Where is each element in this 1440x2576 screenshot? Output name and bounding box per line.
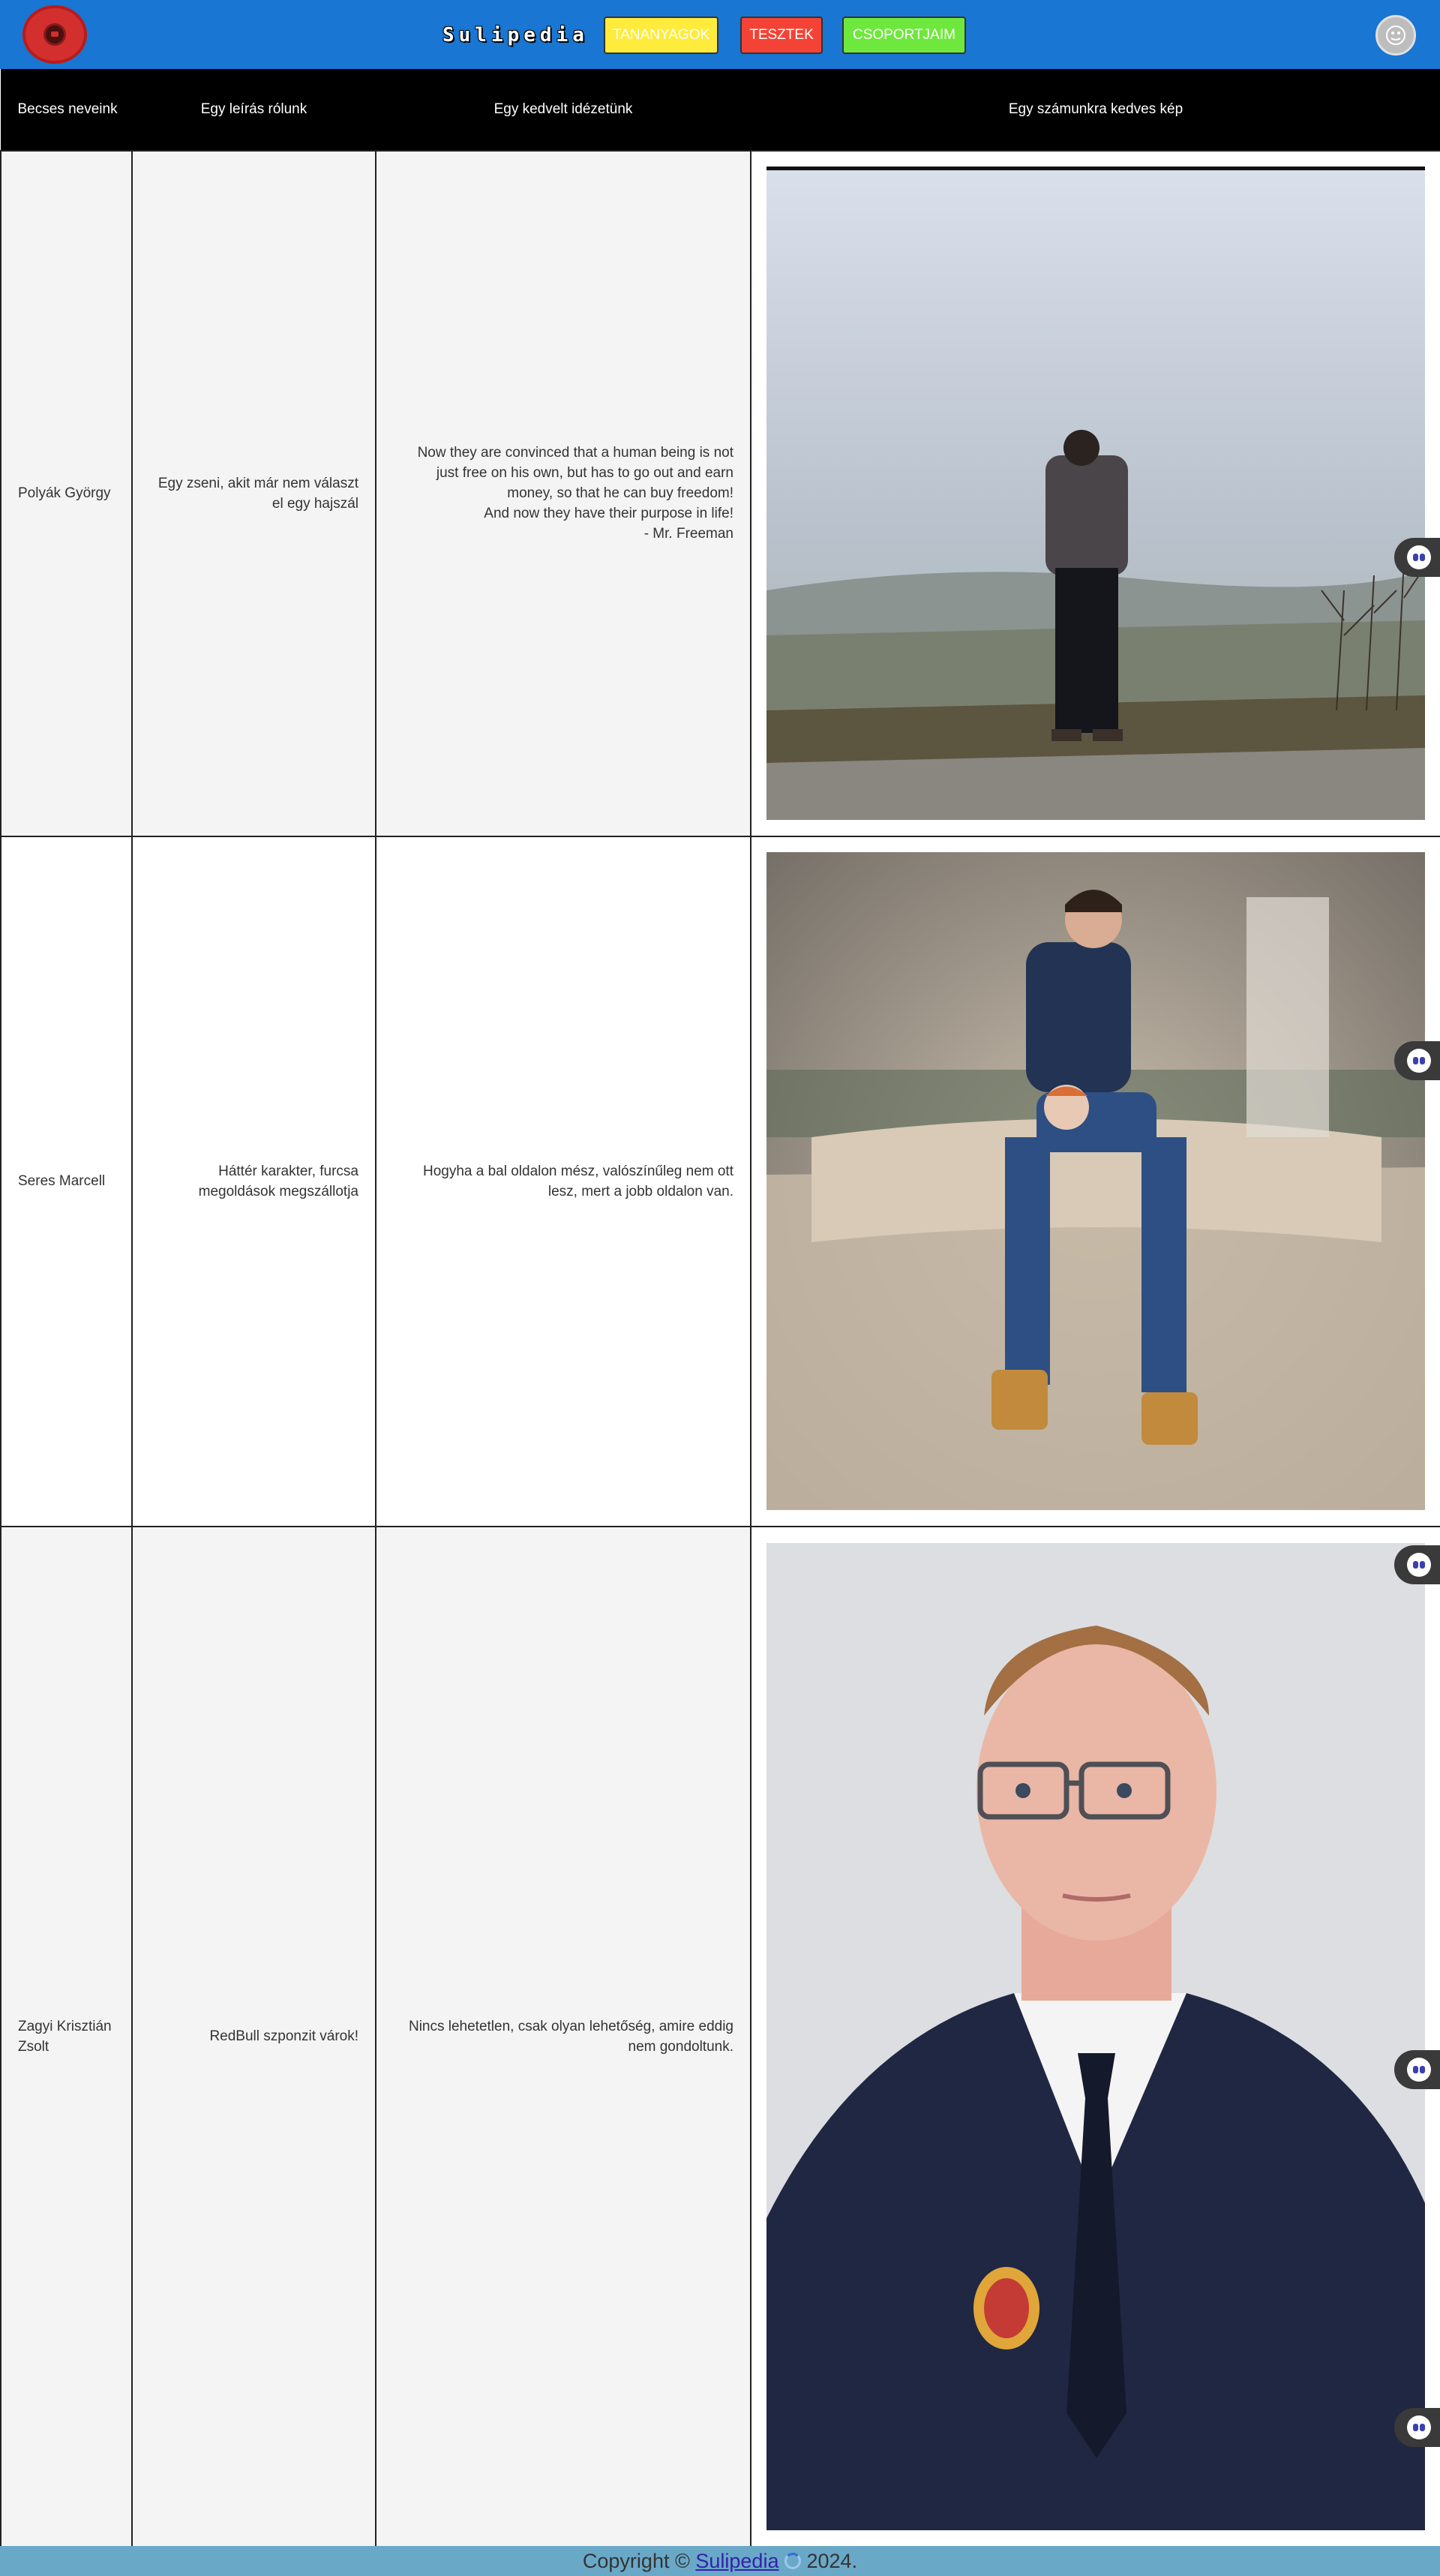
column-header-image: Egy számunkra kedves kép — [750, 69, 1440, 151]
copyright-year: 2024. — [806, 2550, 858, 2572]
column-header-name: Becses neveink — [0, 69, 133, 151]
assistant-bot-icon[interactable] — [1394, 538, 1440, 577]
footer: Copyright © Sulipedia 2024. — [0, 2546, 1440, 2576]
member-name: Polyák György — [0, 149, 133, 837]
member-description: RedBull szponzit várok! — [131, 1525, 376, 2547]
assistant-bot-icon[interactable] — [1394, 2050, 1440, 2089]
table-row: Seres Marcell Háttér karakter, furcsa me… — [0, 835, 1440, 1527]
footer-link-sulipedia[interactable]: Sulipedia — [695, 2550, 779, 2572]
member-description: Egy zseni, akit már nem választ el egy h… — [131, 149, 376, 837]
member-description: Háttér karakter, furcsa megoldások megsz… — [131, 835, 376, 1527]
user-avatar-icon[interactable] — [1376, 15, 1416, 56]
member-quote: Now they are convinced that a human bein… — [375, 149, 752, 837]
top-navbar: Sulipedia TANANYAGOK TESZTEK CSOPORTJAIM — [0, 0, 1440, 69]
member-quote: Nincs lehetetlen, csak olyan lehetőség, … — [375, 1525, 752, 2547]
column-header-description: Egy leírás rólunk — [131, 69, 376, 151]
table-row: Polyák György Egy zseni, akit már nem vá… — [0, 149, 1440, 837]
table-header-row: Becses neveink Egy leírás rólunk Egy ked… — [0, 69, 1440, 151]
spinner-icon — [784, 2553, 801, 2569]
member-quote: Hogyha a bal oldalon mész, valószínűleg … — [375, 835, 752, 1527]
member-photo — [766, 1542, 1425, 2530]
member-name: Zagyi Krisztián Zsolt — [0, 1525, 133, 2547]
assistant-bot-icon[interactable] — [1394, 1545, 1440, 1584]
assistant-bot-icon[interactable] — [1394, 1041, 1440, 1080]
nav-button-csoportjaim[interactable]: CSOPORTJAIM — [842, 17, 966, 54]
member-photo — [766, 852, 1425, 1510]
assistant-bot-icon[interactable] — [1394, 2408, 1440, 2447]
nav-button-tesztek[interactable]: TESZTEK — [740, 17, 823, 54]
column-header-quote: Egy kedvelt idézetünk — [375, 69, 752, 151]
team-table: Becses neveink Egy leírás rólunk Egy ked… — [0, 69, 1440, 2547]
table-row: Zagyi Krisztián Zsolt RedBull szponzit v… — [0, 1525, 1440, 2547]
member-name: Seres Marcell — [0, 835, 133, 1527]
copyright-text: Copyright © — [582, 2550, 690, 2572]
member-photo — [766, 167, 1425, 820]
nav-button-tananyagok[interactable]: TANANYAGOK — [604, 17, 718, 54]
brand-title[interactable]: Sulipedia — [442, 24, 589, 47]
logo-icon[interactable] — [22, 5, 87, 64]
